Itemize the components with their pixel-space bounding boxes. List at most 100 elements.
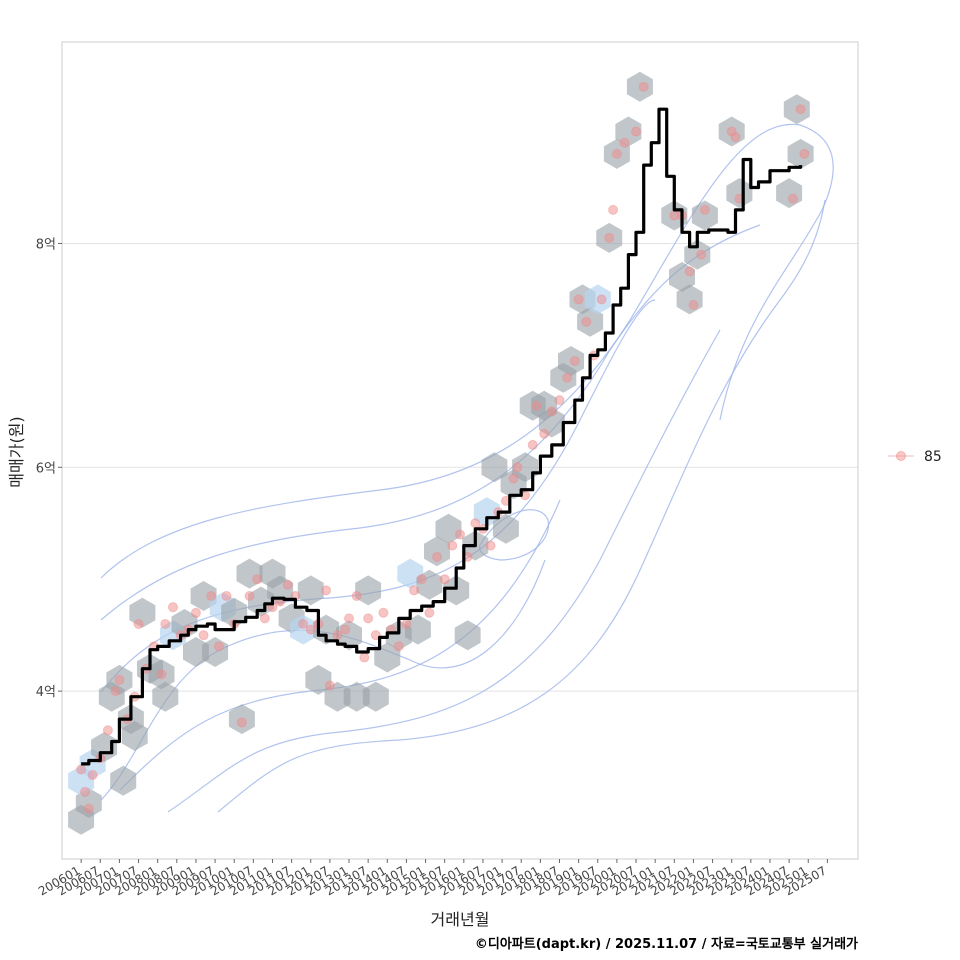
- data-point-85: [83, 803, 94, 814]
- data-point-85: [359, 652, 370, 663]
- data-point-85: [378, 607, 389, 618]
- data-point-85: [447, 540, 458, 551]
- y-tick-label: 4억: [36, 685, 56, 700]
- data-point-85: [114, 674, 125, 685]
- hexbin-cell: [492, 513, 519, 544]
- y-tick-label: 8억: [36, 237, 56, 252]
- data-point-85: [730, 132, 741, 143]
- data-point-85: [244, 590, 255, 601]
- data-point-85: [79, 786, 90, 797]
- data-point-85: [470, 518, 481, 529]
- hexbin-cell: [121, 720, 148, 751]
- x-axis-ticks: 2006012006072007012007072008012008072009…: [36, 859, 829, 899]
- data-point-85: [206, 590, 217, 601]
- hexbin-cell: [404, 614, 431, 645]
- data-point-85: [305, 624, 316, 635]
- data-point-85: [608, 204, 619, 215]
- density-contour: [217, 199, 826, 813]
- data-point-85: [455, 529, 465, 540]
- density-contour: [479, 509, 549, 561]
- hexbin-cell: [290, 614, 317, 645]
- data-point-85: [432, 551, 443, 562]
- hexbin-cell: [435, 513, 462, 544]
- data-point-85: [424, 607, 435, 618]
- x-axis-title: 거래년월: [431, 910, 490, 929]
- data-point-85: [190, 607, 201, 618]
- data-point-85: [102, 725, 113, 736]
- density-contour: [100, 224, 761, 621]
- data-point-85: [573, 294, 584, 305]
- data-point-85: [795, 104, 806, 115]
- data-point-85: [416, 574, 427, 585]
- data-point-85: [619, 137, 630, 148]
- hexbin-cell: [454, 620, 481, 651]
- trend-line: [81, 107, 803, 766]
- data-point-85: [110, 686, 121, 697]
- data-point-85: [688, 300, 699, 311]
- hexbin-cell: [75, 788, 102, 818]
- hexbin-cell: [481, 452, 508, 483]
- grid-lines: [62, 242, 858, 692]
- density-contour: [100, 123, 834, 579]
- legend-label: 85: [924, 449, 942, 465]
- data-point-85: [409, 585, 420, 596]
- data-point-85: [198, 630, 209, 641]
- data-point-85: [546, 406, 557, 417]
- hexbin-cell: [726, 178, 753, 209]
- data-point-85: [363, 613, 374, 624]
- data-point-85: [133, 618, 144, 629]
- data-point-85: [324, 680, 335, 691]
- data-point-85: [213, 641, 224, 652]
- hexbin-cell: [424, 536, 450, 567]
- data-point-85: [512, 462, 523, 473]
- data-point-85: [340, 624, 351, 635]
- hexbin-cell: [443, 575, 470, 606]
- data-point-85: [699, 204, 710, 215]
- data-point-85: [527, 439, 538, 450]
- hexbin-cell: [691, 200, 718, 231]
- data-point-85: [787, 193, 798, 204]
- data-point-85: [282, 579, 293, 590]
- data-point-85: [298, 618, 309, 629]
- legend: 85: [888, 449, 942, 465]
- hexbin-cell: [129, 597, 156, 628]
- data-point-85: [401, 618, 412, 629]
- data-point-85: [696, 249, 707, 260]
- data-point-85: [508, 473, 519, 484]
- data-point-85: [439, 574, 450, 585]
- legend-point-icon: [896, 451, 906, 461]
- data-point-85: [596, 294, 607, 305]
- data-point-85: [562, 372, 573, 383]
- plot-panel: [62, 42, 858, 859]
- data-point-85: [76, 764, 87, 775]
- data-point-85: [156, 669, 167, 680]
- hexbin-cell: [110, 765, 137, 796]
- hexbin-cell: [355, 575, 382, 606]
- density-contour: [167, 329, 721, 813]
- hexbin-cell: [615, 116, 642, 147]
- data-point-85: [259, 613, 270, 624]
- data-point-85: [799, 148, 810, 159]
- data-point-85: [252, 574, 263, 585]
- data-point-85: [531, 400, 542, 411]
- data-point-85: [554, 395, 565, 406]
- data-point-85: [569, 355, 580, 366]
- data-point-85: [332, 630, 343, 641]
- data-point-85: [604, 232, 615, 243]
- y-axis-title: 매매가(원): [7, 416, 26, 487]
- data-point-85: [236, 717, 247, 728]
- hexbin-cell: [473, 497, 500, 528]
- data-point-85: [393, 641, 404, 652]
- data-point-85: [684, 266, 695, 277]
- data-point-85: [321, 585, 332, 596]
- data-point-85: [611, 148, 622, 159]
- price-points-85: [76, 81, 810, 814]
- hexbin-cell: [91, 732, 118, 763]
- hexbin-cell: [297, 575, 324, 606]
- data-point-85: [539, 428, 550, 439]
- data-point-85: [581, 316, 592, 327]
- plot-panel-border: [61, 41, 859, 860]
- data-point-85: [344, 613, 355, 624]
- data-point-85: [87, 770, 98, 781]
